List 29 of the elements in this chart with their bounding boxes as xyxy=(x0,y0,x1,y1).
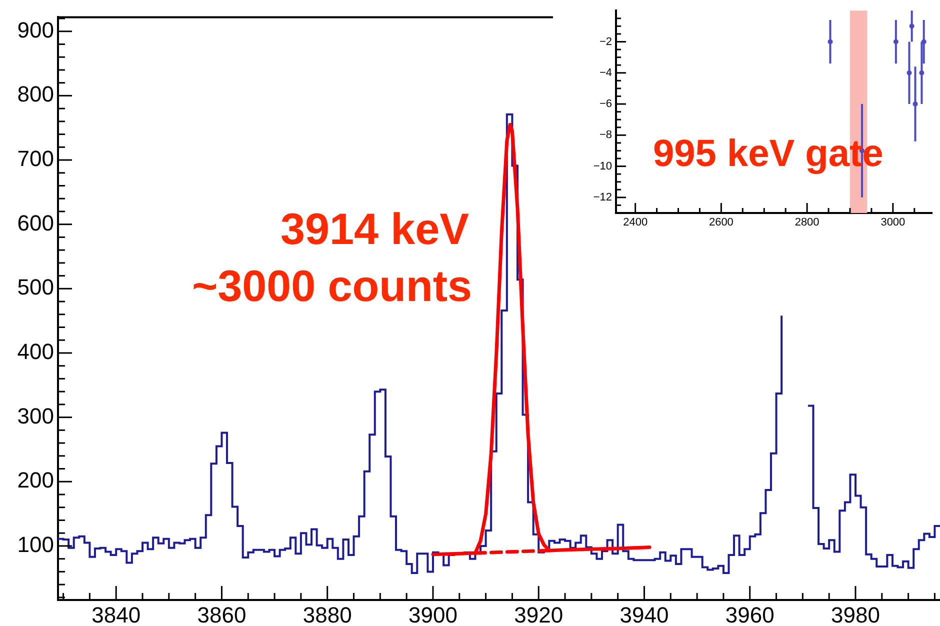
x-tick-label: 2600 xyxy=(708,216,734,229)
y-tick-label: 500 xyxy=(17,274,54,300)
y-tick-label: −4 xyxy=(599,66,612,79)
x-tick-label: 2800 xyxy=(794,216,820,229)
x-tick-label: 3840 xyxy=(92,602,141,626)
y-tick-label: −12 xyxy=(593,191,612,204)
y-tick-label: 100 xyxy=(17,532,54,558)
x-tick-label: 3880 xyxy=(302,602,352,626)
x-tick-label: 3000 xyxy=(880,216,906,229)
y-tick-label: −10 xyxy=(593,160,612,172)
annotation: 3914 keV xyxy=(280,205,469,254)
x-tick-label: 3960 xyxy=(725,602,774,626)
y-tick-label: 700 xyxy=(17,146,54,172)
y-tick-label: 900 xyxy=(17,17,54,42)
y-tick-label: 600 xyxy=(17,210,54,236)
y-tick-label: −6 xyxy=(599,98,612,110)
x-tick-label: 3860 xyxy=(197,602,246,626)
y-tick-label: −8 xyxy=(599,129,612,142)
y-tick-label: 400 xyxy=(17,339,54,364)
y-tick-label: 800 xyxy=(17,82,54,107)
x-tick-label: 3900 xyxy=(408,602,458,626)
x-tick-label: 2400 xyxy=(623,216,648,229)
x-tick-label: 3940 xyxy=(620,602,669,626)
y-tick-label: 200 xyxy=(17,468,54,493)
annotation: ~3000 counts xyxy=(192,262,472,311)
y-tick-label: −2 xyxy=(599,36,612,48)
x-tick-label: 3980 xyxy=(831,602,880,626)
y-tick-label: 300 xyxy=(17,403,54,428)
x-tick-label: 3920 xyxy=(514,602,564,626)
